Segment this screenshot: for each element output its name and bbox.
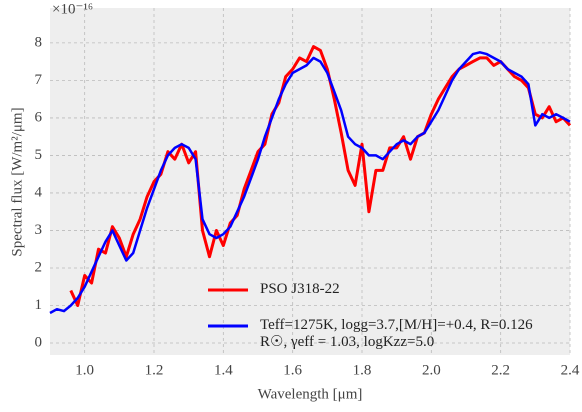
y-axis-label: Spectral flux [W/m²/μm] bbox=[9, 107, 25, 256]
legend-entry: PSO J318-22 bbox=[260, 281, 340, 297]
y-tick-label: 6 bbox=[35, 109, 43, 125]
x-axis-label: Wavelength [μm] bbox=[258, 386, 363, 402]
y-tick-label: 7 bbox=[35, 72, 43, 88]
y-tick-label: 8 bbox=[35, 34, 43, 50]
y-offset-label: ×10⁻¹⁶ bbox=[52, 1, 93, 17]
x-tick-label: 1.0 bbox=[75, 362, 94, 378]
plot-area bbox=[50, 8, 570, 355]
x-tick-label: 1.2 bbox=[145, 362, 164, 378]
y-tick-label: 5 bbox=[35, 147, 43, 163]
y-tick-label: 3 bbox=[35, 222, 43, 238]
legend-label: Teff=1275K, logg=3.7,[M/H]=+0.4, R=0.126… bbox=[260, 317, 533, 350]
y-tick-label: 0 bbox=[35, 334, 43, 350]
y-tick-label: 1 bbox=[35, 297, 43, 313]
x-tick-label: 2.0 bbox=[422, 362, 441, 378]
series-line bbox=[69, 45, 572, 307]
series-line bbox=[49, 51, 571, 315]
legend-label: PSO J318-22 bbox=[260, 281, 340, 297]
legend-entry: Teff=1275K, logg=3.7,[M/H]=+0.4, R=0.126… bbox=[260, 317, 533, 350]
y-tick-label: 4 bbox=[35, 184, 43, 200]
x-tick-label: 2.2 bbox=[491, 362, 510, 378]
x-tick-label: 2.4 bbox=[561, 362, 580, 378]
y-tick-label: 2 bbox=[35, 259, 43, 275]
x-tick-label: 1.4 bbox=[214, 362, 233, 378]
x-tick-label: 1.6 bbox=[283, 362, 302, 378]
x-tick-label: 1.8 bbox=[353, 362, 372, 378]
